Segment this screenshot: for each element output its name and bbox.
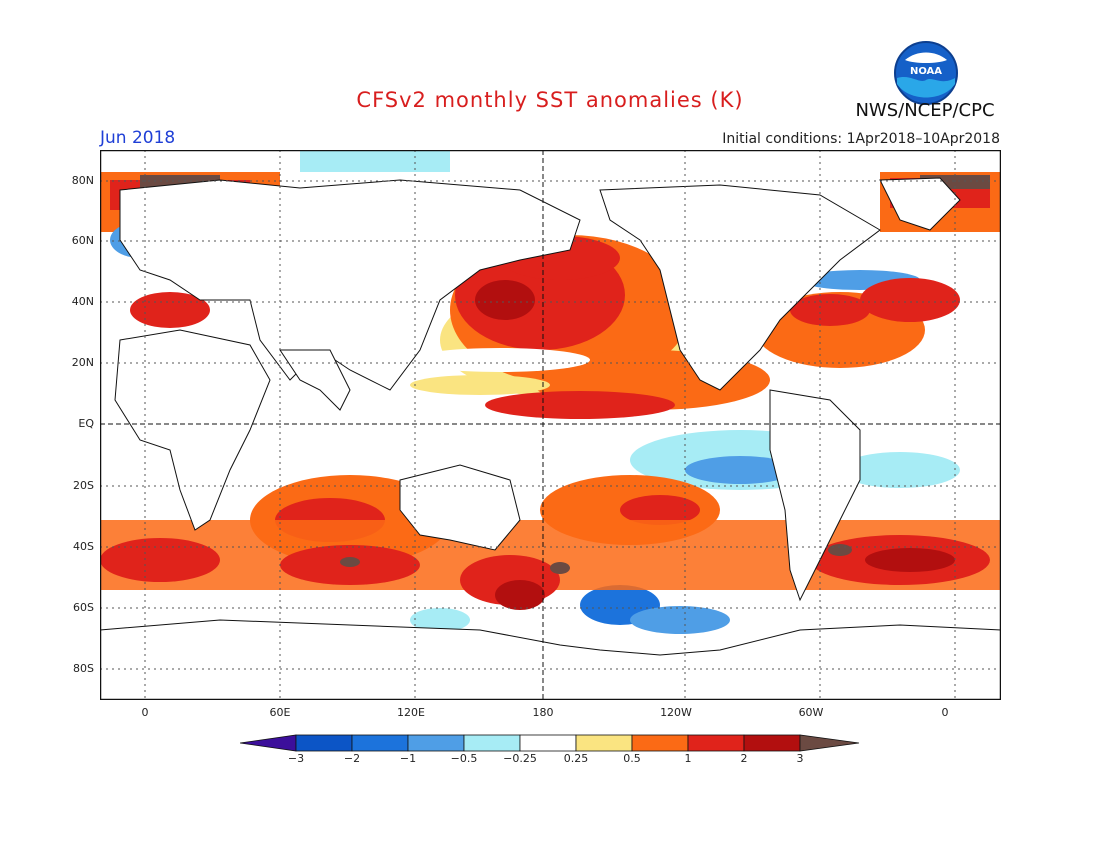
colorbar-label-2: −2 [343, 752, 361, 765]
colorbar-segment-7 [631, 734, 689, 752]
lat-label-80s: 80S [73, 662, 94, 675]
colorbar-segment-5 [519, 734, 577, 752]
lat-label-80n: 80N [71, 174, 94, 187]
svg-text:NOAA: NOAA [910, 66, 942, 77]
colorbar-segment-2 [351, 734, 409, 752]
lon-label-60e: 60E [269, 706, 291, 719]
colorbar-segment-4 [463, 734, 521, 752]
month-label: Jun 2018 [100, 128, 176, 148]
lon-label-0: 0 [141, 706, 149, 719]
lon-label-120e: 120E [397, 706, 425, 719]
org-label: NWS/NCEP/CPC [855, 100, 995, 121]
lon-label-0-east: 0 [941, 706, 949, 719]
lat-label-60n: 60N [71, 234, 94, 247]
colorbar-label-10: 3 [796, 752, 804, 765]
colorbar-label-1: −3 [287, 752, 305, 765]
colorbar-label-8: 1 [684, 752, 692, 765]
lon-label-60w: 60W [798, 706, 824, 719]
equator-dateline [100, 150, 1001, 700]
colorbar-segment-1 [295, 734, 353, 752]
lat-label-60s: 60S [73, 601, 94, 614]
colorbar [240, 734, 860, 752]
map-gridlines [100, 150, 1001, 700]
noaa-logo-icon: NOAA [894, 41, 958, 105]
lat-label-eq: EQ [78, 417, 94, 430]
land-outlines [100, 177, 1001, 700]
colorbar-segment-6 [575, 734, 633, 752]
lon-label-120w: 120W [660, 706, 692, 719]
lat-label-20s: 20S [73, 479, 94, 492]
colorbar-label-9: 2 [740, 752, 748, 765]
colorbar-label-5: −0.25 [503, 752, 537, 765]
lat-label-20n: 20N [71, 356, 94, 369]
colorbar-segment-above-max [799, 734, 860, 752]
north-atlantic-region [110, 222, 960, 368]
colorbar-label-3: −1 [399, 752, 417, 765]
map-title: CFSv2 monthly SST anomalies (K) [356, 88, 744, 112]
sst-anomaly-map [100, 150, 1001, 700]
colorbar-segment-8 [687, 734, 745, 752]
colorbar-label-4: −0.5 [450, 752, 478, 765]
colorbar-label-6: 0.25 [563, 752, 589, 765]
colorbar-segment-3 [407, 734, 465, 752]
colorbar-segment-below-min [240, 734, 297, 752]
colorbar-label-7: 0.5 [623, 752, 641, 765]
lat-label-40n: 40N [71, 295, 94, 308]
colorbar-segment-9 [743, 734, 801, 752]
north-pacific-warm-region [410, 235, 770, 419]
lon-label-180: 180 [532, 706, 554, 719]
lat-label-40s: 40S [73, 540, 94, 553]
initial-conditions-label: Initial conditions: 1Apr2018–10Apr2018 [722, 131, 1000, 147]
